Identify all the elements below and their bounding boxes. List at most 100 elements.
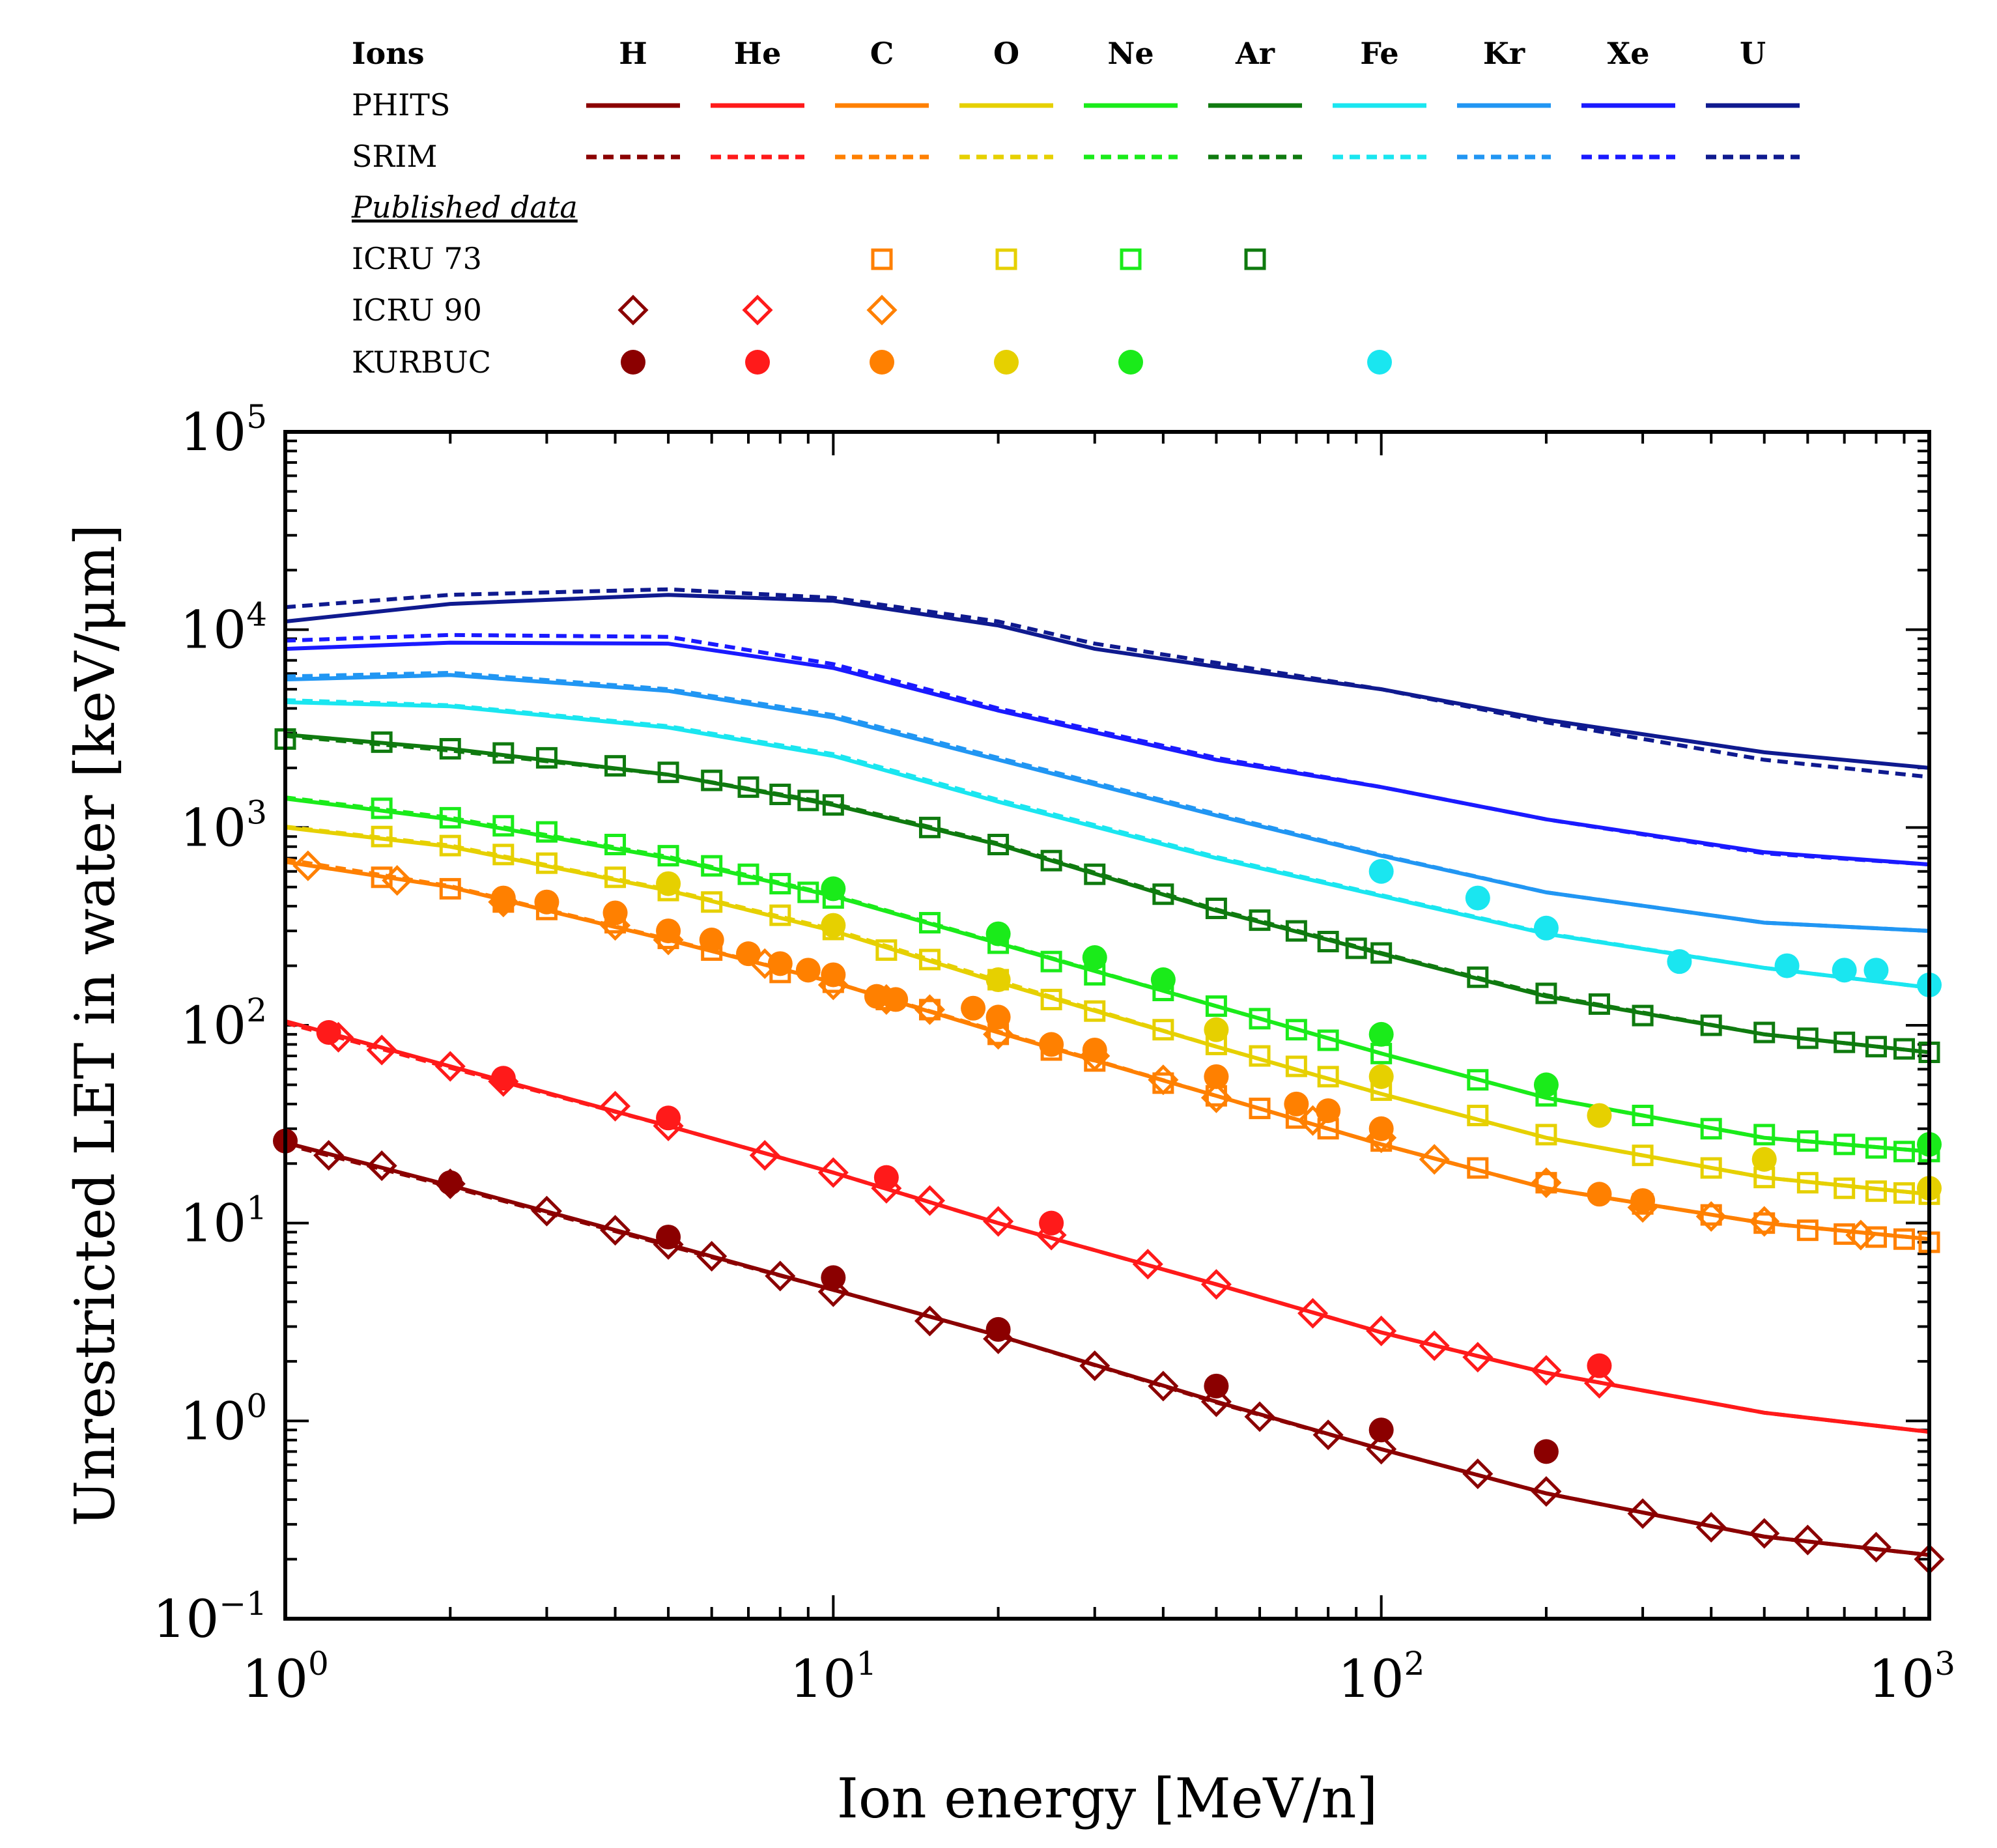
icru90-point-h: [1200, 1386, 1232, 1417]
phits-line-kr: [285, 673, 1930, 933]
kurbuc-point-c: [1204, 1064, 1229, 1089]
icru73-point-ne: [657, 845, 679, 867]
kurbuc-point-h: [1533, 1439, 1559, 1464]
icru90-point-he: [914, 1185, 946, 1216]
icru90-point-h: [1079, 1350, 1111, 1382]
kurbuc-point-h: [656, 1225, 681, 1250]
legend-ion-he: He: [734, 36, 782, 71]
legend-ion-ne: Ne: [1107, 36, 1154, 71]
icru73-point-o: [1152, 1019, 1174, 1041]
kurbuc-point-c: [795, 958, 821, 983]
icru90-point-he: [434, 1051, 466, 1082]
icru90-point-c: [1695, 1201, 1727, 1232]
kurbuc-point-ne: [985, 921, 1011, 946]
icru73-point-ar: [1152, 883, 1174, 905]
kurbuc-point-h: [1368, 1417, 1394, 1443]
icru73-point-ar: [1370, 942, 1393, 964]
kurbuc-point-fe: [1832, 958, 1857, 983]
icru73-point-ne: [1834, 1133, 1856, 1156]
y-tick-label: 102: [180, 991, 267, 1056]
kurbuc-point-c: [534, 889, 559, 915]
legend-ion-fe: Fe: [1360, 36, 1398, 71]
legend-icru73-swatch-c: [871, 248, 893, 270]
kurbuc-point-c: [821, 962, 846, 988]
icru73-point-c: [1700, 1204, 1722, 1226]
x-tick-label: 101: [790, 1645, 877, 1709]
kurbuc-point-he: [873, 1165, 899, 1190]
kurbuc-point-o: [1587, 1103, 1612, 1128]
kurbuc-point-c: [985, 1004, 1011, 1030]
legend-kurbuc-swatch-he: [745, 350, 770, 375]
kurbuc-point-c: [1039, 1032, 1064, 1057]
icru73-point-ar: [604, 755, 627, 777]
kurbuc-point-c: [1082, 1037, 1107, 1062]
kurbuc-point-ne: [821, 876, 846, 902]
y-tick-label: 103: [180, 793, 267, 858]
icru90-point-h: [1860, 1531, 1892, 1563]
x-tick-label: 102: [1338, 1645, 1425, 1709]
icru90-point-h: [914, 1305, 946, 1337]
icru73-point-ne: [1040, 950, 1062, 973]
icru73-point-ne: [1249, 1008, 1271, 1030]
kurbuc-point-c: [656, 918, 681, 944]
icru73-point-ar: [737, 776, 759, 798]
icru73-point-ne: [1285, 1019, 1307, 1041]
kurbuc-point-c: [1316, 1098, 1341, 1124]
icru90-point-c: [1200, 1082, 1232, 1113]
icru73-point-ne: [797, 881, 819, 903]
legend-kurbuc-swatch-ne: [1118, 350, 1143, 375]
icru73-point-ar: [492, 742, 515, 764]
icru73-point-o: [1834, 1177, 1856, 1199]
icru90-point-h: [1462, 1458, 1494, 1490]
kurbuc-point-o: [656, 871, 681, 896]
kurbuc-point-fe: [1667, 949, 1692, 974]
icru73-point-ne: [439, 806, 461, 829]
icru73-point-o: [1249, 1045, 1271, 1067]
legend-icru90-swatch-h: [617, 294, 649, 326]
icru90-point-he: [1462, 1341, 1494, 1373]
icru73-point-ne: [769, 873, 791, 895]
legend-kurbuc-label: KURBUC: [352, 345, 491, 380]
kurbuc-point-c: [961, 995, 986, 1021]
icru90-point-h: [1695, 1512, 1727, 1543]
legend-icru73-swatch-o: [995, 248, 1017, 270]
icru73-point-ar: [701, 769, 723, 791]
icru90-point-he: [366, 1034, 397, 1066]
icru73-point-c: [1249, 1098, 1271, 1120]
icru73-point-c: [1893, 1228, 1916, 1250]
icru73-point-ar: [657, 761, 679, 784]
icru90-point-h: [1531, 1476, 1562, 1507]
icru73-point-ar: [918, 816, 941, 838]
icru90-point-c: [1531, 1167, 1562, 1199]
kurbuc-point-fe: [1774, 953, 1800, 978]
legend-ion-kr: Kr: [1483, 36, 1525, 71]
phits-line-c: [285, 860, 1930, 1242]
icru73-point-o: [1700, 1157, 1722, 1179]
x-tick-label: 103: [1868, 1645, 1955, 1709]
kurbuc-point-o: [985, 967, 1011, 993]
kurbuc-point-ne: [1150, 967, 1176, 993]
icru73-point-ar: [1588, 993, 1610, 1015]
icru73-point-o: [1084, 1000, 1106, 1022]
y-tick-label: 101: [180, 1189, 267, 1254]
icru73-point-c: [1467, 1157, 1489, 1179]
legend-ions-header: Ions: [352, 36, 425, 71]
icru73-point-ar: [1700, 1014, 1722, 1036]
icru73-point-o: [492, 844, 515, 866]
icru73-point-o: [1893, 1182, 1916, 1204]
icru73-point-o: [1317, 1066, 1339, 1088]
kurbuc-point-ne: [1533, 1072, 1559, 1098]
icru90-point-c: [1148, 1064, 1179, 1096]
phits-line-o: [285, 825, 1930, 1197]
legend-phits-label: PHITS: [352, 87, 450, 122]
kurbuc-point-c: [602, 900, 628, 926]
srim-line-u: [285, 587, 1930, 779]
kurbuc-point-fe: [1533, 915, 1559, 941]
icru73-point-c: [439, 877, 461, 900]
icru73-point-ar: [987, 834, 1010, 856]
icru90-point-c: [382, 865, 413, 896]
icru73-point-o: [1796, 1172, 1819, 1194]
icru73-point-ne: [371, 797, 393, 819]
icru73-point-ar: [1317, 930, 1339, 952]
